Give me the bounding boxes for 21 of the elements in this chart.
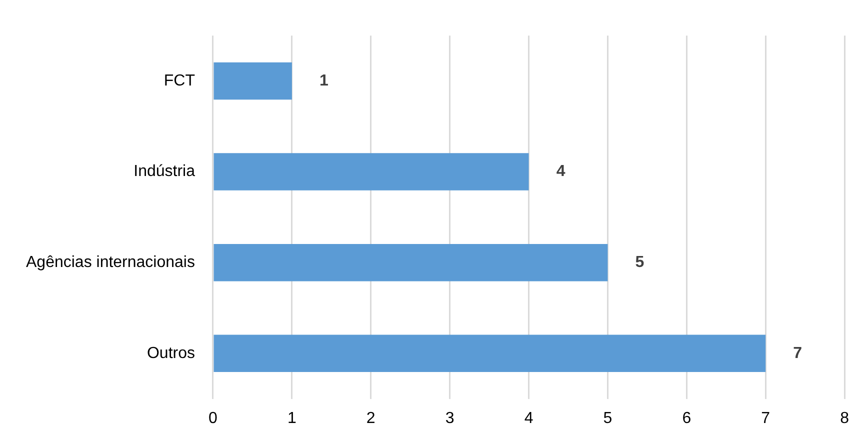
x-tick-label: 3 — [445, 410, 454, 427]
x-tick-label: 6 — [682, 410, 692, 427]
y-tick-label: FCT — [164, 72, 196, 90]
x-tick-label: 4 — [524, 410, 534, 427]
x-tick-label: 2 — [366, 410, 376, 427]
x-tick-label: 0 — [208, 410, 218, 427]
data-label: 1 — [319, 72, 328, 90]
y-tick-label: Indústria — [134, 163, 196, 180]
x-tick-label: 8 — [840, 410, 850, 427]
bar — [214, 62, 292, 100]
data-label: 5 — [635, 254, 644, 272]
x-tick-label: 1 — [287, 410, 296, 427]
bar — [214, 334, 766, 372]
data-label: 4 — [556, 163, 566, 180]
bar — [214, 244, 608, 282]
bar — [214, 153, 529, 190]
y-tick-label: Agências internacionais — [26, 254, 195, 272]
y-tick-label: Outros — [146, 344, 195, 362]
x-tick-label: 7 — [761, 410, 770, 427]
x-tick-label: 5 — [603, 410, 612, 427]
data-label: 7 — [793, 344, 802, 362]
